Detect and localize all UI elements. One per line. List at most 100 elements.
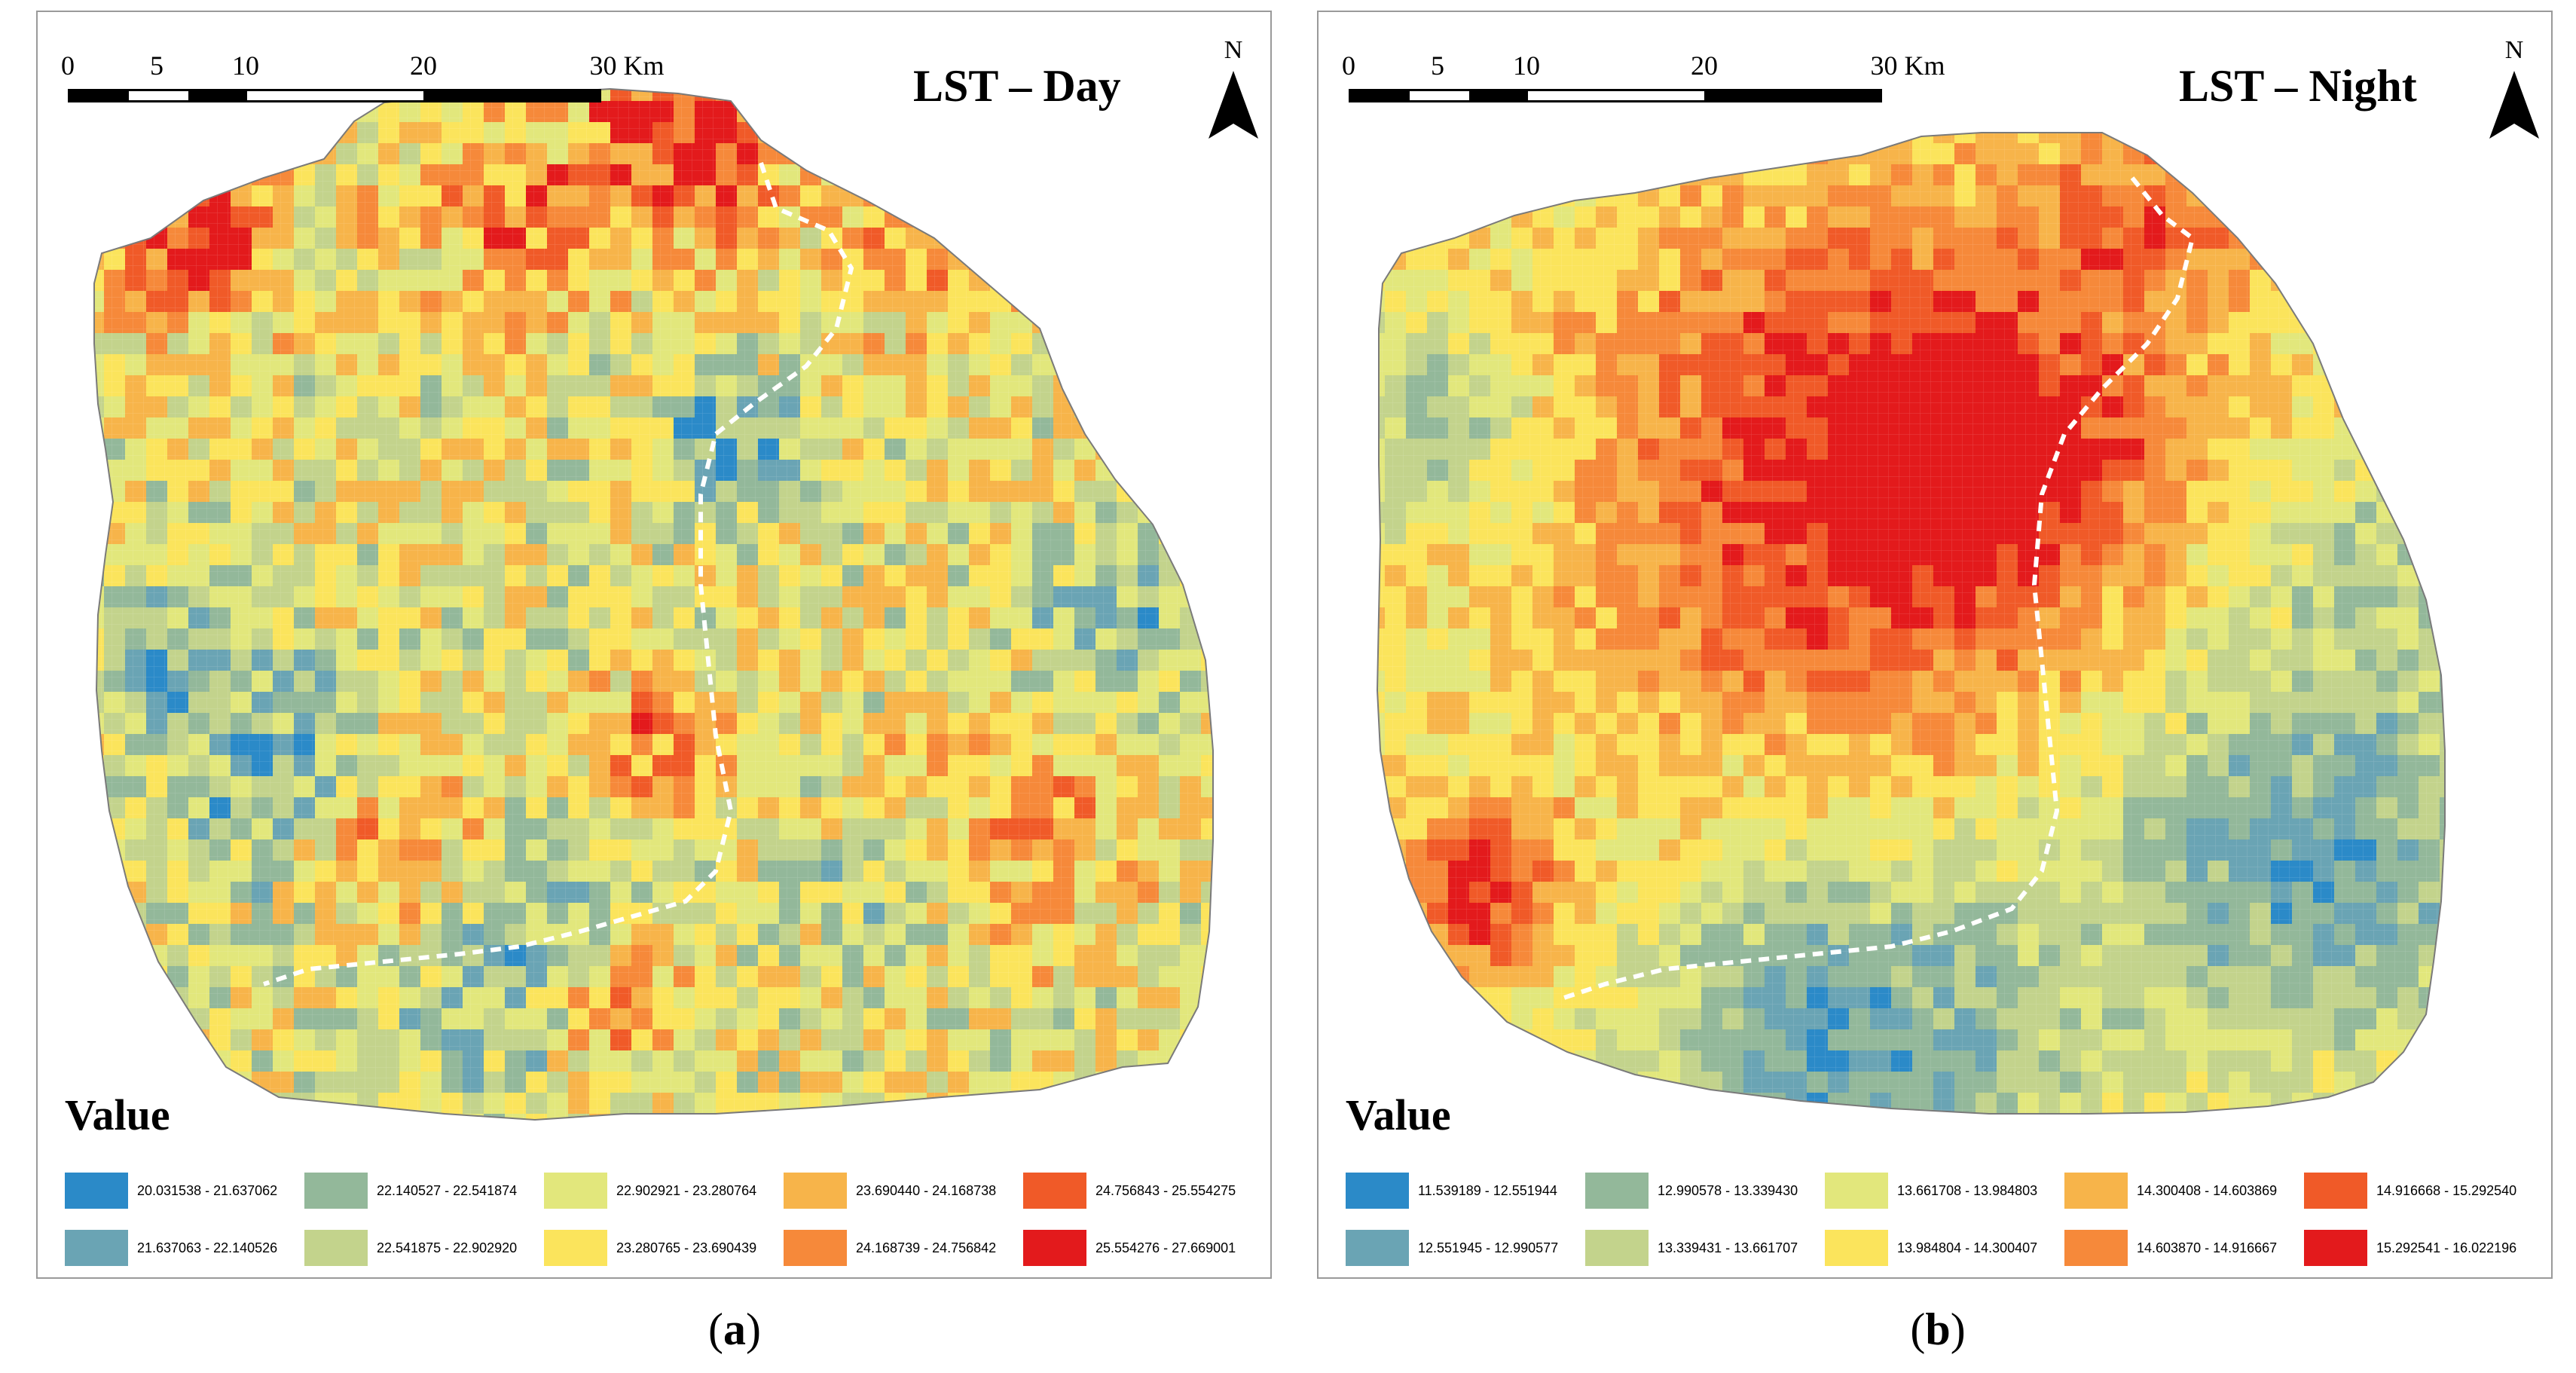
legend-swatch xyxy=(2304,1173,2367,1209)
caption-letter: b xyxy=(1925,1304,1951,1354)
north-arrow: N xyxy=(1207,36,1260,157)
scale-bar: 0 5 10 20 30 Km xyxy=(1342,50,1945,118)
legend-label: 12.990578 - 13.339430 xyxy=(1658,1182,1798,1198)
legend-swatch xyxy=(1825,1230,1888,1266)
scale-tick-30: 30 Km xyxy=(589,50,665,81)
river-line xyxy=(1559,176,2196,1001)
caption-b: (b) xyxy=(1910,1304,1965,1356)
scale-tick-5: 5 xyxy=(150,50,163,81)
legend-label: 13.339431 - 13.661707 xyxy=(1658,1240,1798,1255)
map-title: LST – Night xyxy=(2179,61,2417,111)
map-panel-night: 0 5 10 20 30 Km LST – Night N Value 11.5… xyxy=(1317,11,2553,1279)
legend-swatch xyxy=(544,1173,607,1209)
map-title: LST – Day xyxy=(913,61,1121,111)
legend-label: 25.554276 - 27.669001 xyxy=(1095,1240,1236,1255)
lst-day-map xyxy=(93,87,1214,1121)
legend-swatch xyxy=(1023,1230,1086,1266)
legend-label: 23.690440 - 24.168738 xyxy=(856,1182,997,1198)
legend-label: 24.168739 - 24.756842 xyxy=(856,1240,997,1255)
legend: 11.539189 - 12.551944 12.990578 - 13.3394… xyxy=(1346,1173,2544,1277)
legend-label: 14.603870 - 14.916667 xyxy=(2137,1240,2278,1255)
legend-item: 24.168739 - 24.756842 xyxy=(784,1230,1023,1266)
legend-label: 21.637063 - 22.140526 xyxy=(137,1240,278,1255)
legend-swatch xyxy=(304,1230,368,1266)
scale-tick-0: 0 xyxy=(61,50,75,81)
legend-label: 23.280765 - 23.690439 xyxy=(616,1240,757,1255)
scale-bar-graphic xyxy=(68,89,601,102)
north-label: N xyxy=(2504,36,2524,64)
lst-night-map xyxy=(1376,132,2446,1115)
legend-label: 20.031538 - 21.637062 xyxy=(137,1182,278,1198)
legend-swatch xyxy=(65,1230,128,1266)
legend-item: 22.541875 - 22.902920 xyxy=(304,1230,544,1266)
scale-tick-0: 0 xyxy=(1342,50,1355,81)
north-arrow-icon xyxy=(1209,71,1258,139)
north-arrow-icon xyxy=(2489,71,2539,139)
legend-item: 14.916668 - 15.292540 xyxy=(2304,1173,2544,1209)
legend-item: 25.554276 - 27.669001 xyxy=(1023,1230,1263,1266)
scale-tick-10: 10 xyxy=(232,50,259,81)
legend-swatch xyxy=(2304,1230,2367,1266)
legend-swatch xyxy=(304,1173,368,1209)
legend-swatch xyxy=(1346,1230,1409,1266)
legend-item: 13.339431 - 13.661707 xyxy=(1585,1230,1825,1266)
legend-item: 15.292541 - 16.022196 xyxy=(2304,1230,2544,1266)
caption-a: (a) xyxy=(708,1304,761,1356)
legend-row: 11.539189 - 12.551944 12.990578 - 13.3394… xyxy=(1346,1173,2544,1209)
legend-item: 22.902921 - 23.280764 xyxy=(544,1173,784,1209)
legend-item: 11.539189 - 12.551944 xyxy=(1346,1173,1585,1209)
legend-item: 24.756843 - 25.554275 xyxy=(1023,1173,1263,1209)
legend-item: 14.300408 - 14.603869 xyxy=(2064,1173,2304,1209)
legend-label: 15.292541 - 16.022196 xyxy=(2376,1240,2517,1255)
legend-swatch xyxy=(784,1173,847,1209)
scale-tick-5: 5 xyxy=(1431,50,1444,81)
caption-letter: a xyxy=(723,1304,746,1354)
legend-label: 14.300408 - 14.603869 xyxy=(2137,1182,2278,1198)
scale-bar: 0 5 10 20 30 Km xyxy=(61,50,665,118)
north-label: N xyxy=(1224,36,1243,64)
legend-swatch xyxy=(2064,1230,2128,1266)
legend-label: 13.984804 - 14.300407 xyxy=(1897,1240,2038,1255)
legend-swatch xyxy=(1346,1173,1409,1209)
legend-item: 12.551945 - 12.990577 xyxy=(1346,1230,1585,1266)
legend-item: 23.280765 - 23.690439 xyxy=(544,1230,784,1266)
legend-label: 14.916668 - 15.292540 xyxy=(2376,1182,2517,1198)
legend-item: 22.140527 - 22.541874 xyxy=(304,1173,544,1209)
north-arrow: N xyxy=(2488,36,2541,157)
legend-swatch xyxy=(544,1230,607,1266)
legend: 20.031538 - 21.637062 22.140527 - 22.5418… xyxy=(65,1173,1263,1277)
scale-tick-20: 20 xyxy=(1691,50,1718,81)
legend-row: 21.637063 - 22.140526 22.541875 - 22.9029… xyxy=(65,1230,1263,1266)
legend-item: 13.661708 - 13.984803 xyxy=(1825,1173,2064,1209)
caption-close-paren: ) xyxy=(746,1304,761,1354)
legend-swatch xyxy=(784,1230,847,1266)
legend-item: 21.637063 - 22.140526 xyxy=(65,1230,304,1266)
legend-title: Value xyxy=(1346,1090,1451,1139)
legend-item: 14.603870 - 14.916667 xyxy=(2064,1230,2304,1266)
legend-label: 12.551945 - 12.990577 xyxy=(1418,1240,1559,1255)
legend-swatch xyxy=(1825,1173,1888,1209)
caption-close-paren: ) xyxy=(1950,1304,1966,1354)
legend-swatch xyxy=(1585,1230,1649,1266)
legend-label: 22.902921 - 23.280764 xyxy=(616,1182,757,1198)
caption-open-paren: ( xyxy=(1910,1304,1926,1354)
legend-swatch xyxy=(1585,1173,1649,1209)
legend-title: Value xyxy=(65,1090,170,1139)
legend-swatch xyxy=(2064,1173,2128,1209)
caption-open-paren: ( xyxy=(708,1304,723,1354)
legend-item: 13.984804 - 14.300407 xyxy=(1825,1230,2064,1266)
scale-tick-10: 10 xyxy=(1513,50,1540,81)
scale-bar-graphic xyxy=(1349,89,1882,102)
legend-item: 23.690440 - 24.168738 xyxy=(784,1173,1023,1209)
legend-row: 20.031538 - 21.637062 22.140527 - 22.5418… xyxy=(65,1173,1263,1209)
scale-tick-20: 20 xyxy=(410,50,437,81)
legend-row: 12.551945 - 12.990577 13.339431 - 13.6617… xyxy=(1346,1230,2544,1266)
legend-swatch xyxy=(65,1173,128,1209)
river-line xyxy=(263,162,854,986)
legend-label: 22.140527 - 22.541874 xyxy=(377,1182,518,1198)
map-panel-day: 0 5 10 20 30 Km LST – Day N Value 20.031… xyxy=(36,11,1272,1279)
legend-item: 12.990578 - 13.339430 xyxy=(1585,1173,1825,1209)
legend-label: 13.661708 - 13.984803 xyxy=(1897,1182,2038,1198)
legend-label: 22.541875 - 22.902920 xyxy=(377,1240,518,1255)
legend-label: 11.539189 - 12.551944 xyxy=(1418,1182,1557,1198)
